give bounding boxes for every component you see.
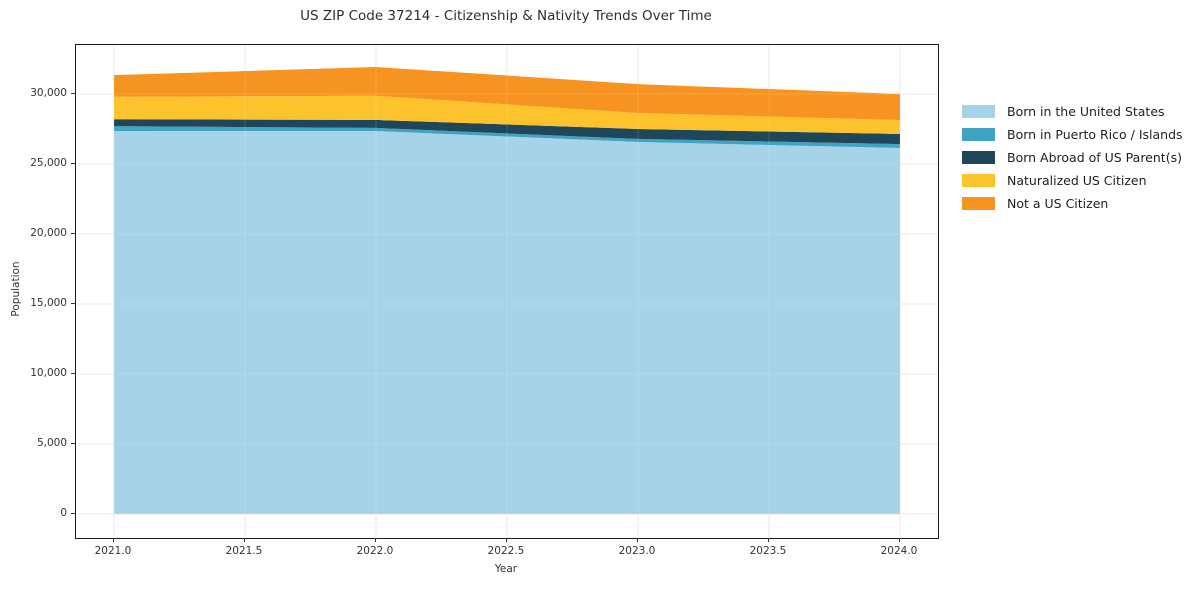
legend-label: Born Abroad of US Parent(s) — [1007, 150, 1182, 165]
y-tick-label: 25,000 — [30, 156, 67, 169]
area-series-4 — [114, 67, 900, 120]
y-tick-mark — [71, 443, 75, 444]
y-tick-label: 10,000 — [30, 366, 67, 379]
legend-label: Born in Puerto Rico / Islands — [1007, 127, 1183, 142]
chart-title: US ZIP Code 37214 - Citizenship & Nativi… — [300, 8, 712, 24]
x-tick-mark — [637, 538, 638, 542]
legend-item: Not a US Citizen — [962, 196, 1183, 211]
legend-swatch — [962, 105, 995, 118]
x-tick-mark — [506, 538, 507, 542]
x-tick-label: 2024.0 — [880, 545, 918, 557]
y-tick-mark — [71, 163, 75, 164]
y-tick-label: 20,000 — [30, 226, 67, 239]
x-tick-label: 2023.5 — [749, 545, 787, 557]
x-tick-mark — [243, 538, 245, 542]
legend-swatch — [962, 128, 995, 141]
y-axis-label: Population — [10, 261, 22, 317]
legend-item: Naturalized US Citizen — [962, 173, 1183, 188]
y-tick-mark — [71, 373, 75, 374]
y-tick-mark — [71, 93, 75, 94]
x-tick-label: 2023.0 — [618, 545, 656, 557]
x-axis-label: Year — [494, 563, 518, 575]
y-tick-label: 5,000 — [36, 436, 67, 449]
area-series-2 — [114, 119, 900, 145]
legend-label: Not a US Citizen — [1007, 196, 1109, 211]
gridlines-overlay — [76, 45, 938, 538]
x-tick-label: 2021.0 — [94, 545, 132, 557]
x-tick-mark — [374, 538, 376, 542]
area-series-0 — [114, 131, 900, 514]
y-tick-mark — [71, 513, 75, 514]
x-tick-mark — [112, 538, 114, 542]
legend-swatch — [962, 174, 995, 187]
x-tick-mark — [768, 538, 769, 542]
legend-label: Born in the United States — [1007, 104, 1165, 119]
y-tick-mark — [71, 303, 75, 304]
legend-swatch — [962, 151, 995, 164]
x-tick-label: 2022.0 — [356, 545, 394, 557]
y-tick-label: 0 — [60, 506, 67, 519]
x-tick-label: 2022.5 — [487, 545, 525, 557]
y-tick-mark — [71, 233, 75, 234]
plot-area — [75, 44, 939, 539]
x-tick-mark — [899, 538, 900, 542]
stacked-area-chart — [76, 45, 938, 538]
area-series-3 — [114, 95, 900, 134]
legend-item: Born in Puerto Rico / Islands — [962, 127, 1183, 142]
legend-item: Born Abroad of US Parent(s) — [962, 150, 1183, 165]
area-series-1 — [114, 126, 900, 148]
x-tick-label: 2021.5 — [225, 545, 263, 557]
legend-swatch — [962, 197, 995, 210]
y-tick-label: 15,000 — [30, 296, 67, 309]
legend: Born in the United States Born in Puerto … — [962, 104, 1183, 211]
legend-label: Naturalized US Citizen — [1007, 173, 1147, 188]
y-tick-label: 30,000 — [30, 86, 67, 99]
legend-item: Born in the United States — [962, 104, 1183, 119]
